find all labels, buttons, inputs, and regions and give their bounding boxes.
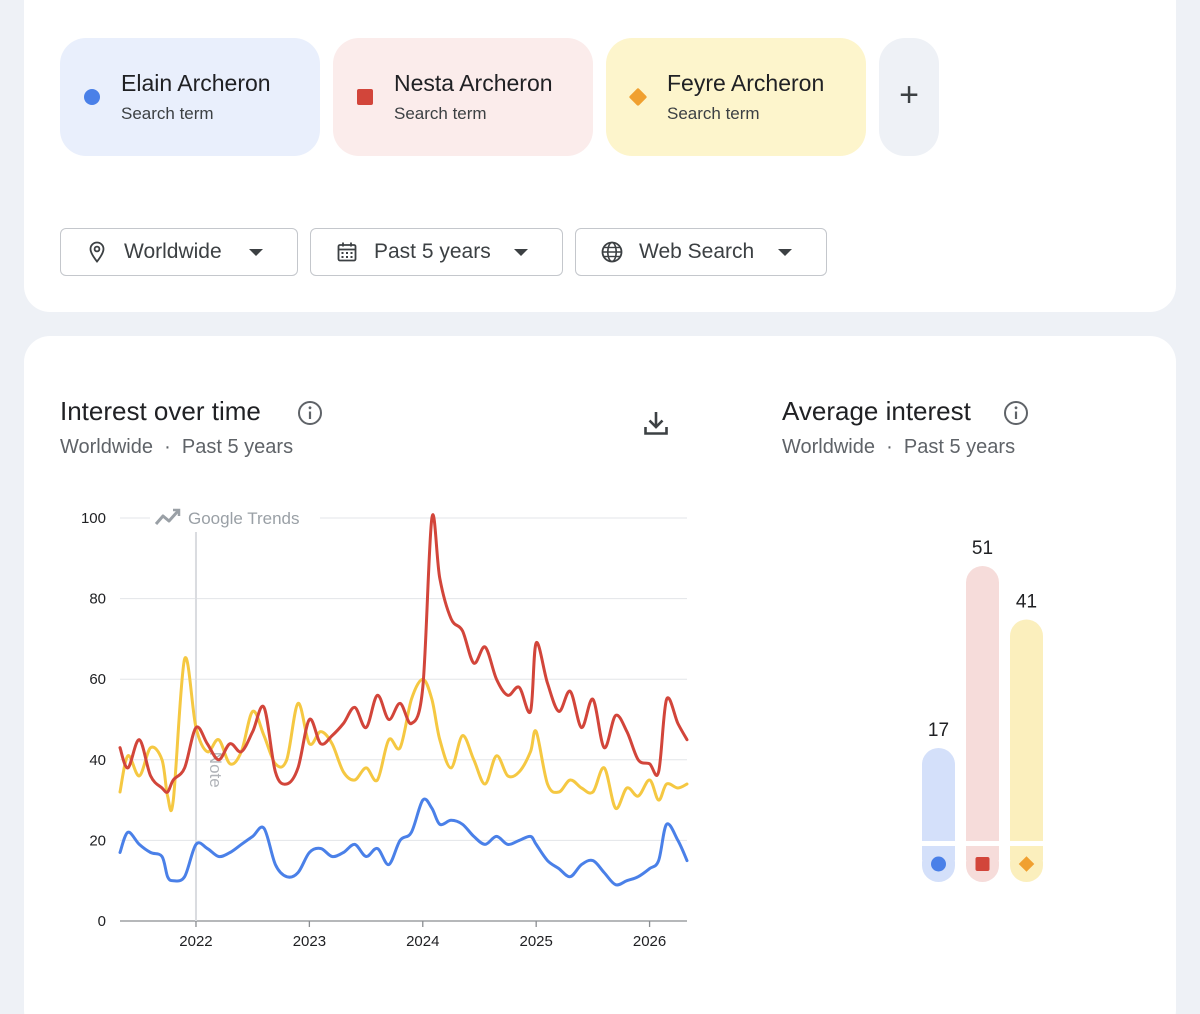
subtitle-location: Worldwide — [782, 436, 875, 458]
bar-separator — [966, 841, 999, 846]
watermark-background — [150, 504, 320, 532]
trends-logo-icon — [154, 509, 180, 525]
info-icon[interactable] — [1003, 400, 1029, 426]
circle-marker-icon — [84, 89, 100, 105]
location-filter-dropdown[interactable]: Worldwide — [60, 228, 298, 276]
trends-logo-icon — [173, 508, 181, 516]
download-icon[interactable] — [641, 408, 671, 438]
subtitle-period: Past 5 years — [903, 436, 1016, 458]
plus-icon: + — [899, 76, 919, 114]
chevron-down-icon — [514, 249, 528, 256]
average-bar — [922, 748, 955, 869]
note-label: Note — [206, 752, 225, 788]
subtitle-separator: · — [886, 436, 893, 458]
bar-separator — [1010, 841, 1043, 846]
time-range-filter-label: Past 5 years — [374, 240, 491, 263]
bar-separator — [922, 841, 955, 846]
average-bar — [1010, 619, 1043, 869]
interest-over-time-title: Interest over time — [60, 396, 261, 426]
time-range-filter-dropdown[interactable]: Past 5 years — [310, 228, 563, 276]
search-term-chip-elain[interactable]: Elain Archeron Search term — [60, 38, 320, 156]
search-term-name: Nesta Archeron — [394, 70, 553, 96]
search-term-chip-feyre[interactable]: Feyre Archeron Search term — [606, 38, 866, 156]
average-bar — [966, 566, 999, 869]
results-card: Interest over time Worldwide · Past 5 ye… — [24, 336, 1176, 1014]
calendar-icon — [337, 242, 357, 262]
location-pin-icon — [89, 241, 105, 263]
square-marker-icon — [357, 89, 373, 105]
y-tick-label: 60 — [89, 671, 106, 688]
average-interest-subtitle: Worldwide · Past 5 years — [782, 436, 1015, 459]
y-tick-label: 20 — [89, 832, 106, 849]
search-term-chip-nesta[interactable]: Nesta Archeron Search term — [333, 38, 593, 156]
subtitle-location: Worldwide — [60, 436, 153, 458]
x-tick-label: 2024 — [406, 933, 439, 950]
y-tick-label: 40 — [89, 752, 106, 769]
subtitle-separator: · — [164, 436, 171, 458]
x-tick-label: 2022 — [179, 933, 212, 950]
interest-over-time-subtitle: Worldwide · Past 5 years — [60, 436, 293, 459]
info-icon[interactable] — [297, 400, 323, 426]
search-term-type: Search term — [667, 104, 760, 123]
diamond-marker-icon — [628, 87, 648, 107]
circle-marker-icon — [931, 856, 946, 872]
average-value-label: 51 — [972, 538, 993, 559]
x-tick-label: 2026 — [633, 933, 666, 950]
subtitle-period: Past 5 years — [181, 436, 294, 458]
search-term-name: Feyre Archeron — [667, 70, 825, 96]
search-property-filter-label: Web Search — [639, 240, 755, 263]
square-marker-icon — [975, 857, 990, 871]
average-value-label: 17 — [928, 720, 949, 741]
search-property-filter-dropdown[interactable]: Web Search — [575, 228, 827, 276]
globe-icon — [601, 241, 623, 263]
chevron-down-icon — [249, 249, 263, 256]
average-value-label: 41 — [1016, 592, 1037, 613]
interest-over-time-chart: 0 20 40 60 80 100 2022 2023 2024 2025 2026 Note Goog… — [81, 504, 689, 950]
watermark-text: Google Trends — [188, 509, 300, 528]
bar-marker-cap — [1010, 846, 1043, 860]
x-tick-label: 2025 — [519, 933, 552, 950]
search-term-type: Search term — [394, 104, 487, 123]
add-term-button[interactable]: + — [879, 38, 939, 156]
x-tick-label: 2023 — [293, 933, 326, 950]
y-tick-label: 80 — [89, 591, 106, 608]
y-tick-label: 100 — [81, 510, 106, 527]
series-line-elain-archeron — [118, 797, 689, 887]
search-terms-card: Elain Archeron Search term Nesta Archero… — [24, 0, 1176, 312]
average-interest-chart: 17 51 41 — [922, 538, 1043, 882]
chevron-down-icon — [778, 249, 792, 256]
search-term-type: Search term — [121, 104, 214, 123]
series-line-feyre-archeron — [118, 656, 689, 813]
bar-marker-cap — [922, 846, 955, 860]
search-term-name: Elain Archeron — [121, 70, 271, 96]
average-interest-title: Average interest — [782, 396, 971, 426]
y-tick-label: 0 — [98, 913, 106, 930]
series-line-nesta-archeron — [118, 513, 689, 794]
bar-marker-cap — [966, 846, 999, 860]
location-filter-label: Worldwide — [124, 240, 222, 263]
